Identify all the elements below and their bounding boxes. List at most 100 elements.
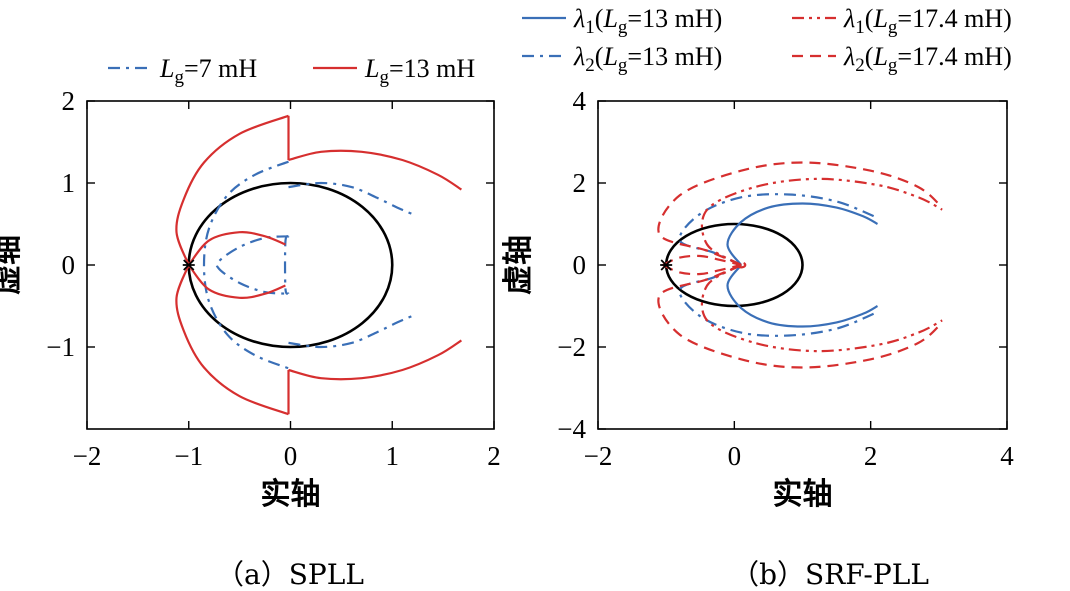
legend-label-part: g: [888, 17, 898, 38]
y-tick-label: 4: [573, 86, 587, 116]
series-curve: [187, 264, 286, 300]
legend-label-part: =17.4 mH): [897, 4, 1011, 33]
series-curve: [735, 261, 747, 269]
legend: Lg=7 mH Lg=13 mH: [108, 54, 475, 88]
y-tick-label: 2: [573, 168, 587, 198]
x-tick-label: −2: [73, 441, 102, 471]
series-curve: [662, 254, 742, 267]
legend-label-part: λ: [843, 4, 855, 33]
series-curve: [215, 235, 289, 295]
series-curve: [288, 339, 463, 381]
critical-point-marker: [182, 259, 195, 271]
legend-label-part: λ: [573, 42, 585, 71]
x-axis-label: 实轴: [261, 477, 321, 512]
x-tick-label: 1: [386, 441, 400, 471]
series-2: [175, 114, 463, 416]
series-4: [657, 161, 943, 369]
legend-label-part: (: [865, 4, 874, 33]
series-group: [657, 161, 943, 369]
legend-label-part: =13 mH): [627, 42, 722, 71]
legend-label: λ2(Lg=13 mH): [573, 42, 722, 76]
series-group: [175, 114, 463, 416]
x-axis-label: 实轴: [773, 477, 833, 512]
y-axis-label: 虚轴: [501, 235, 536, 295]
x-tick-label: −1: [174, 441, 203, 471]
series-curve: [175, 264, 289, 416]
series-1: [202, 160, 414, 370]
legend-label-part: L: [159, 54, 174, 83]
series-curve: [288, 149, 463, 191]
legend-label-part: 1: [855, 17, 865, 38]
series-curve: [700, 264, 943, 353]
legend-label-part: L: [602, 42, 617, 71]
legend-label-part: g: [379, 67, 389, 88]
x-tick-label: −2: [584, 441, 613, 471]
legend-label: Lg=7 mH: [159, 54, 257, 88]
legend-label: λ2(Lg=17.4 mH): [843, 42, 1012, 76]
legend-label-part: (: [595, 4, 604, 33]
x-tick-label: 4: [1000, 441, 1014, 471]
legend-label: Lg=13 mH: [364, 54, 475, 88]
legend-label-part: g: [174, 67, 184, 88]
y-tick-label: −1: [46, 332, 75, 362]
legend-label-part: L: [364, 54, 379, 83]
series-1: [726, 202, 879, 328]
legend-label: λ1(Lg=17.4 mH): [843, 4, 1012, 38]
series-curve: [187, 230, 286, 266]
y-axis-label: 虚轴: [0, 235, 25, 295]
panel-caption: （a）SPLL: [216, 558, 364, 591]
legend-label-part: L: [602, 4, 617, 33]
legend-label-part: L: [872, 4, 887, 33]
x-tick-label: 2: [864, 441, 878, 471]
plot-frame: [86, 100, 495, 430]
series-curve: [726, 202, 879, 266]
legend-label-part: =13 mH: [389, 54, 475, 83]
series-curve: [726, 264, 879, 328]
series-curve: [288, 314, 414, 349]
legend-label-part: g: [618, 17, 628, 38]
series-curve: [657, 161, 943, 267]
legend-label-part: g: [618, 55, 628, 76]
legend-label-part: 2: [585, 55, 595, 76]
y-tick-label: 0: [573, 250, 587, 280]
legend-label-part: (: [595, 42, 604, 71]
series-0: [664, 222, 804, 308]
series-curve: [288, 181, 414, 216]
series-curve: [700, 177, 943, 266]
critical-point-marker: [660, 259, 673, 271]
panel-caption: （b）SRF-PLL: [731, 558, 929, 591]
legend-label-part: g: [888, 55, 898, 76]
series-curve: [175, 114, 289, 266]
y-tick-label: −2: [557, 332, 586, 362]
y-tick-label: 2: [62, 86, 76, 116]
legend: λ1(Lg=13 mH) λ1(Lg=17.4 mH)λ2(Lg=13 mH) λ2…: [522, 4, 1012, 76]
series-curve: [657, 263, 943, 369]
series-curve: [678, 264, 878, 337]
legend-label-part: λ: [573, 4, 585, 33]
y-tick-label: 1: [62, 168, 76, 198]
legend-label: λ1(Lg=13 mH): [573, 4, 722, 38]
series-curve: [662, 263, 742, 276]
series-curve: [202, 160, 289, 370]
y-tick-label: 0: [62, 250, 76, 280]
y-tick-label: −4: [557, 414, 586, 444]
x-tick-label: 0: [728, 441, 742, 471]
series-2: [678, 193, 878, 337]
legend-label-part: λ: [843, 42, 855, 71]
legend-label-part: L: [872, 42, 887, 71]
legend-label-part: =7 mH: [184, 54, 257, 83]
legend-label-part: =17.4 mH): [897, 42, 1011, 71]
x-tick-label: 0: [284, 441, 298, 471]
legend-label-part: 2: [855, 55, 865, 76]
series-3: [700, 177, 943, 353]
legend-label-part: =13 mH): [627, 4, 722, 33]
series-curve: [283, 235, 290, 295]
x-tick-label: 2: [487, 441, 501, 471]
series-curve: [664, 222, 804, 308]
legend-label-part: 1: [585, 17, 595, 38]
legend-label-part: (: [865, 42, 874, 71]
series-curve: [678, 193, 878, 266]
